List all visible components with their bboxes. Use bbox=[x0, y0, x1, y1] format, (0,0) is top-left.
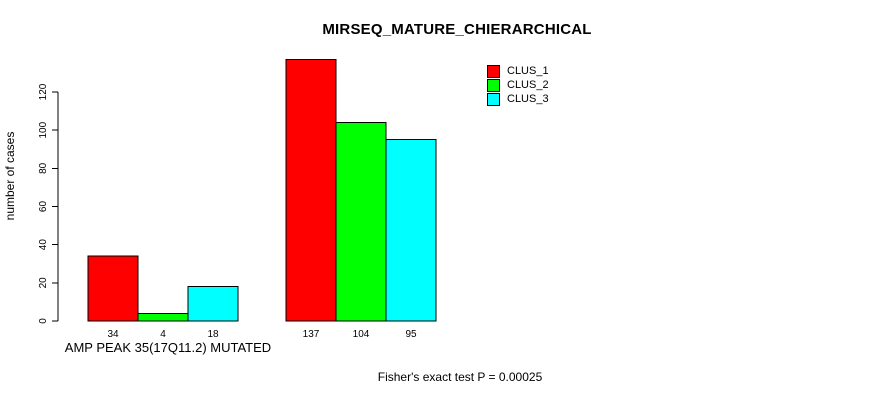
bar-value-label: 104 bbox=[353, 329, 370, 340]
bar-clus_3-group2 bbox=[385, 139, 437, 322]
y-axis-tick-label: 40 bbox=[38, 239, 49, 251]
y-axis-title: number of cases bbox=[3, 132, 17, 221]
legend-item-clus_2: CLUS_2 bbox=[487, 78, 549, 92]
y-axis-tick-label: 100 bbox=[38, 121, 49, 138]
bar-clus_3-group1 bbox=[187, 286, 239, 322]
legend-label: CLUS_1 bbox=[507, 65, 549, 77]
fisher-test-annotation: Fisher's exact test P = 0.00025 bbox=[377, 370, 543, 384]
y-axis-tick-label: 60 bbox=[38, 201, 49, 213]
bar-value-label: 95 bbox=[405, 329, 417, 340]
bar-value-label: 137 bbox=[303, 329, 320, 340]
bar-value-label: 18 bbox=[207, 329, 219, 340]
bar-clus_1-group1 bbox=[87, 255, 139, 322]
bar-value-label: 34 bbox=[107, 329, 119, 340]
bar-clus_2-group2 bbox=[335, 122, 387, 322]
bar-value-label: 4 bbox=[160, 329, 166, 340]
legend-item-clus_3: CLUS_3 bbox=[487, 92, 549, 106]
legend-swatch-clus_1 bbox=[487, 64, 500, 78]
y-axis-tick-label: 0 bbox=[38, 318, 49, 324]
legend-label: CLUS_2 bbox=[507, 79, 549, 91]
chart-legend: CLUS_1 CLUS_2 CLUS_3 bbox=[487, 64, 549, 106]
legend-swatch-clus_2 bbox=[487, 78, 500, 92]
legend-swatch-clus_3 bbox=[487, 92, 500, 106]
bar-clus_2-group1 bbox=[137, 312, 189, 322]
x-group-label: AMP PEAK 35(17Q11.2) MUTATED bbox=[65, 340, 271, 355]
legend-item-clus_1: CLUS_1 bbox=[487, 64, 549, 78]
y-axis-tick-label: 20 bbox=[38, 277, 49, 289]
y-axis-tick-label: 120 bbox=[38, 83, 49, 100]
bar-clus_1-group2 bbox=[285, 59, 337, 322]
y-axis-tick-label: 80 bbox=[38, 162, 49, 174]
chart-title: MIRSEQ_MATURE_CHIERARCHICAL bbox=[322, 21, 592, 38]
legend-label: CLUS_3 bbox=[507, 93, 549, 105]
